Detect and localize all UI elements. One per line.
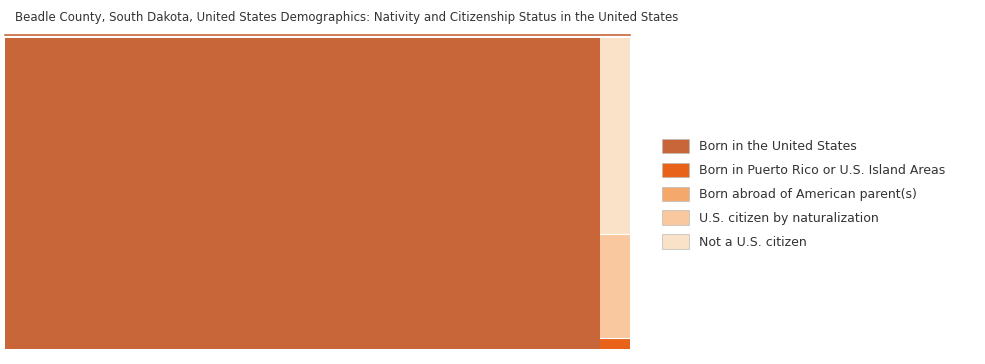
Bar [600, 38, 630, 234]
Bar [600, 234, 630, 338]
Legend: Born in the United States, Born in Puerto Rico or U.S. Island Areas, Born abroad: Born in the United States, Born in Puert… [662, 139, 946, 249]
Text: Beadle County, South Dakota, United States Demographics: Nativity and Citizenshi: Beadle County, South Dakota, United Stat… [15, 11, 678, 24]
Bar [600, 338, 630, 349]
